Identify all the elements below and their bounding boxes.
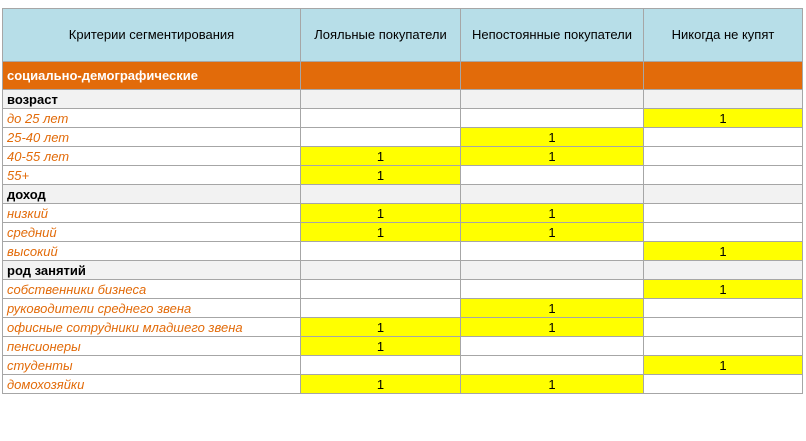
row-label: офисные сотрудники младшего звена — [2, 317, 301, 337]
table-row: домохозяйки 1 1 — [2, 374, 803, 394]
section-cell — [460, 61, 644, 90]
cell-loyal — [300, 241, 461, 261]
group-cell — [460, 89, 644, 109]
table-row: 25-40 лет 1 — [2, 127, 803, 147]
table-row: средний 1 1 — [2, 222, 803, 242]
row-label: 55+ — [2, 165, 301, 185]
table-row: до 25 лет 1 — [2, 108, 803, 128]
cell-occasional — [460, 241, 644, 261]
group-title: род занятий — [2, 260, 301, 280]
cell-occasional — [460, 165, 644, 185]
group-cell — [460, 184, 644, 204]
cell-never — [643, 374, 803, 394]
group-cell — [643, 184, 803, 204]
row-label: собственники бизнеса — [2, 279, 301, 299]
table-row: собственники бизнеса 1 — [2, 279, 803, 299]
row-label: средний — [2, 222, 301, 242]
cell-occasional: 1 — [460, 146, 644, 166]
segmentation-table: Критерии сегментирования Лояльные покупа… — [2, 8, 803, 394]
row-label: руководители среднего звена — [2, 298, 301, 318]
cell-never — [643, 203, 803, 223]
header-loyal: Лояльные покупатели — [300, 8, 461, 62]
table-row: студенты 1 — [2, 355, 803, 375]
header-criteria: Критерии сегментирования — [2, 8, 301, 62]
cell-never: 1 — [643, 279, 803, 299]
cell-never — [643, 165, 803, 185]
group-row: род занятий — [2, 260, 803, 280]
group-title: возраст — [2, 89, 301, 109]
cell-loyal: 1 — [300, 146, 461, 166]
cell-never: 1 — [643, 108, 803, 128]
section-cell — [643, 61, 803, 90]
cell-occasional: 1 — [460, 203, 644, 223]
cell-loyal: 1 — [300, 222, 461, 242]
section-title: социально-демографические — [2, 61, 301, 90]
section-cell — [300, 61, 461, 90]
cell-never — [643, 298, 803, 318]
row-label: до 25 лет — [2, 108, 301, 128]
table-row: офисные сотрудники младшего звена 1 1 — [2, 317, 803, 337]
cell-occasional: 1 — [460, 127, 644, 147]
segmentation-table-wrapper: Критерии сегментирования Лояльные покупа… — [2, 8, 803, 394]
row-label: низкий — [2, 203, 301, 223]
table-body: социально-демографические возраст до 25 л… — [2, 61, 803, 394]
cell-occasional: 1 — [460, 222, 644, 242]
cell-occasional: 1 — [460, 317, 644, 337]
table-row: пенсионеры 1 — [2, 336, 803, 356]
header-occasional: Непостоянные покупатели — [460, 8, 644, 62]
row-label: высокий — [2, 241, 301, 261]
cell-loyal — [300, 127, 461, 147]
cell-loyal: 1 — [300, 336, 461, 356]
cell-occasional: 1 — [460, 298, 644, 318]
row-label: 40-55 лет — [2, 146, 301, 166]
section-row: социально-демографические — [2, 61, 803, 90]
table-row: низкий 1 1 — [2, 203, 803, 223]
table-row: руководители среднего звена 1 — [2, 298, 803, 318]
group-cell — [460, 260, 644, 280]
cell-loyal: 1 — [300, 317, 461, 337]
group-cell — [643, 260, 803, 280]
row-label: студенты — [2, 355, 301, 375]
group-cell — [300, 184, 461, 204]
cell-never — [643, 127, 803, 147]
group-row: возраст — [2, 89, 803, 109]
table-row: высокий 1 — [2, 241, 803, 261]
table-row: 55+ 1 — [2, 165, 803, 185]
cell-never — [643, 222, 803, 242]
cell-never — [643, 146, 803, 166]
group-cell — [300, 260, 461, 280]
cell-occasional — [460, 336, 644, 356]
row-label: пенсионеры — [2, 336, 301, 356]
cell-never — [643, 317, 803, 337]
cell-occasional — [460, 355, 644, 375]
cell-loyal: 1 — [300, 165, 461, 185]
table-row: 40-55 лет 1 1 — [2, 146, 803, 166]
row-label: 25-40 лет — [2, 127, 301, 147]
cell-loyal: 1 — [300, 374, 461, 394]
cell-loyal — [300, 298, 461, 318]
cell-never: 1 — [643, 241, 803, 261]
header-row: Критерии сегментирования Лояльные покупа… — [2, 8, 803, 62]
cell-never — [643, 336, 803, 356]
cell-loyal — [300, 108, 461, 128]
header-never: Никогда не купят — [643, 8, 803, 62]
group-row: доход — [2, 184, 803, 204]
cell-loyal: 1 — [300, 203, 461, 223]
group-cell — [300, 89, 461, 109]
group-title: доход — [2, 184, 301, 204]
cell-loyal — [300, 279, 461, 299]
cell-occasional — [460, 108, 644, 128]
row-label: домохозяйки — [2, 374, 301, 394]
cell-loyal — [300, 355, 461, 375]
cell-occasional: 1 — [460, 374, 644, 394]
group-cell — [643, 89, 803, 109]
cell-occasional — [460, 279, 644, 299]
cell-never: 1 — [643, 355, 803, 375]
